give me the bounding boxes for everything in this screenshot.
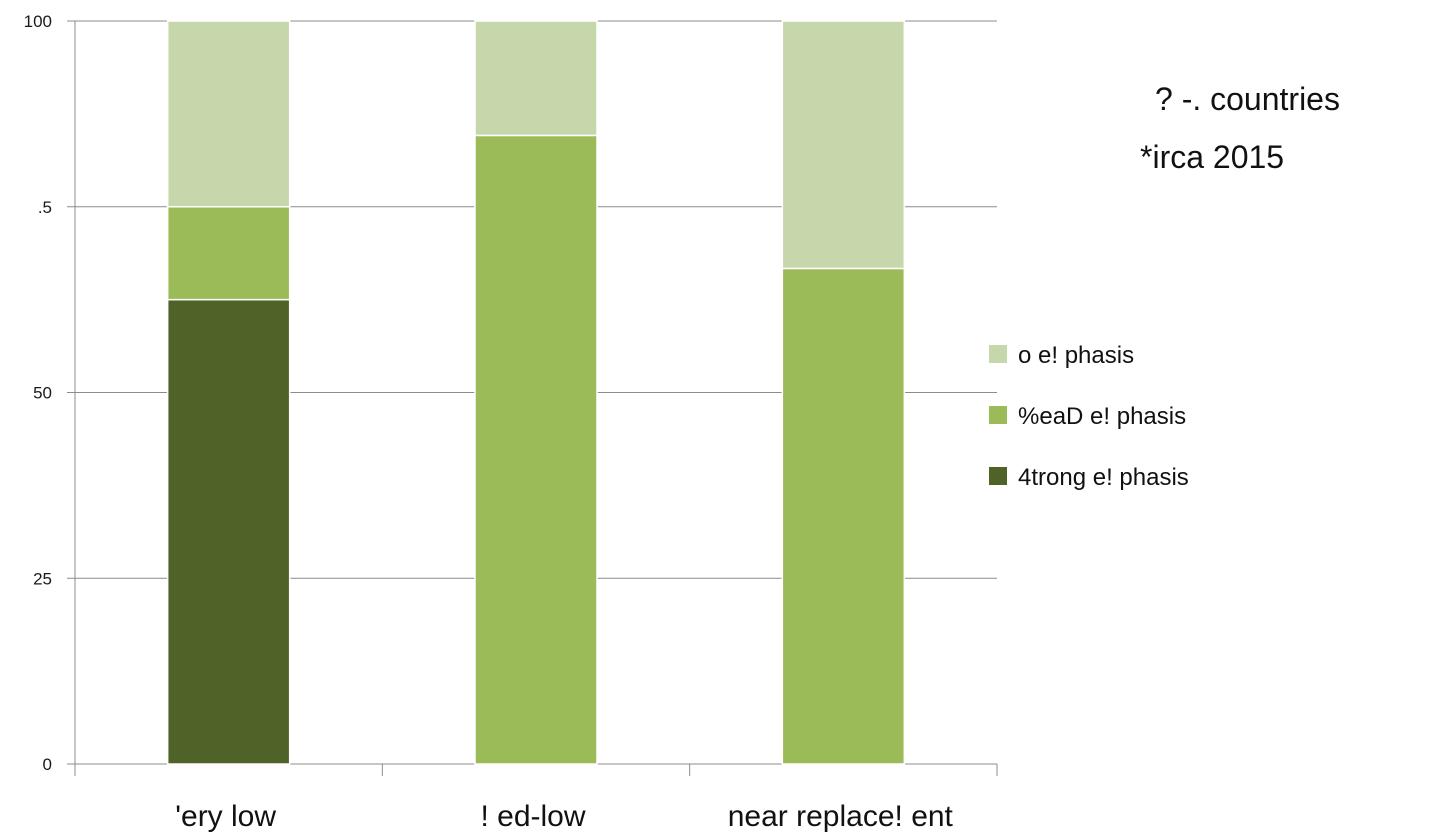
bar-segment — [166, 298, 291, 765]
y-tick-label: 100 — [24, 12, 52, 31]
bar-segment — [166, 206, 291, 301]
legend: o e! phasis %eaD e! phasis 4trong e! phasi… — [989, 342, 1189, 491]
legend-label: o e! phasis — [1018, 342, 1134, 369]
y-tick-label: 50 — [33, 384, 52, 403]
y-tick-labels: 0 25 50 .5 100 — [24, 12, 52, 774]
category-label: near replace! ent — [728, 800, 954, 833]
chart-title-line-2: *irca 2015 — [1140, 139, 1284, 175]
category-label: 'ery low — [175, 800, 276, 833]
legend-label: %eaD e! phasis — [1018, 403, 1186, 430]
bars — [166, 20, 906, 765]
chart-title-line-1: ? -. countries — [1155, 81, 1340, 117]
category-labels: 'ery low ! ed-low near replace! ent — [175, 800, 953, 833]
bar-segment — [781, 267, 906, 765]
y-tick-label: .5 — [38, 198, 52, 217]
bar-segment — [474, 20, 598, 137]
category-label: ! ed-low — [480, 800, 585, 833]
chart-title: ? -. countries *irca 2015 — [1140, 81, 1340, 175]
legend-swatch — [989, 345, 1007, 363]
bar-segment — [166, 20, 291, 208]
y-tick-label: 0 — [43, 755, 52, 774]
legend-swatch — [989, 467, 1007, 485]
legend-label: 4trong e! phasis — [1018, 464, 1189, 491]
legend-swatch — [989, 406, 1007, 424]
bar-segment — [781, 20, 906, 270]
bar-segment — [474, 134, 598, 765]
y-tick-label: 25 — [33, 569, 52, 588]
